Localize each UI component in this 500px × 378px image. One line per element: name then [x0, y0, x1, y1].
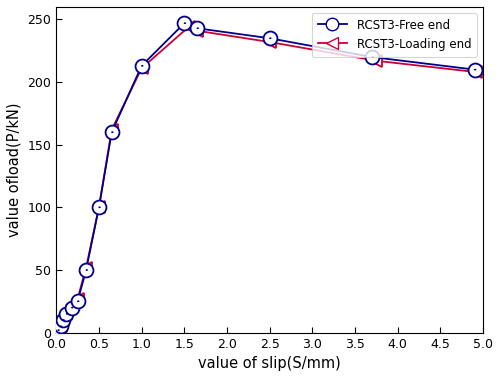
RCST3-Free end	[194, 26, 200, 31]
RCST3-Free end	[108, 130, 114, 135]
Y-axis label: value ofload(P/kN): value ofload(P/kN)	[7, 102, 22, 237]
RCST3-Loading end	[55, 328, 61, 332]
RCST3-Free end	[182, 21, 188, 25]
RCST3-Loading end	[108, 127, 114, 132]
RCST3-Loading end	[138, 66, 144, 71]
RCST3-Loading end	[74, 297, 80, 301]
RCST3-Loading end	[83, 265, 89, 270]
RCST3-Loading end	[473, 70, 479, 74]
RCST3-Free end	[64, 311, 70, 316]
RCST3-Free end	[138, 64, 144, 68]
RCST3-Free end	[266, 36, 272, 40]
RCST3-Loading end	[374, 59, 380, 63]
Line: RCST3-Loading end: RCST3-Loading end	[52, 21, 482, 336]
RCST3-Free end	[472, 67, 478, 72]
X-axis label: value of slip(S/mm): value of slip(S/mm)	[198, 356, 341, 371]
RCST3-Loading end	[194, 28, 200, 33]
RCST3-Free end	[369, 55, 375, 59]
RCST3-Free end	[58, 324, 64, 328]
Legend: RCST3-Free end, RCST3-Loading end: RCST3-Free end, RCST3-Loading end	[312, 13, 477, 57]
RCST3-Free end	[55, 328, 61, 332]
RCST3-Loading end	[58, 324, 64, 328]
RCST3-Loading end	[96, 205, 102, 210]
RCST3-Free end	[83, 268, 89, 272]
RCST3-Loading end	[68, 303, 74, 307]
RCST3-Free end	[60, 318, 66, 322]
RCST3-Free end	[96, 205, 102, 210]
RCST3-Free end	[74, 299, 80, 304]
RCST3-Loading end	[64, 311, 70, 316]
RCST3-Loading end	[60, 318, 66, 322]
RCST3-Loading end	[186, 25, 192, 29]
Line: RCST3-Free end: RCST3-Free end	[51, 16, 482, 337]
RCST3-Loading end	[266, 40, 272, 44]
RCST3-Free end	[68, 305, 74, 310]
